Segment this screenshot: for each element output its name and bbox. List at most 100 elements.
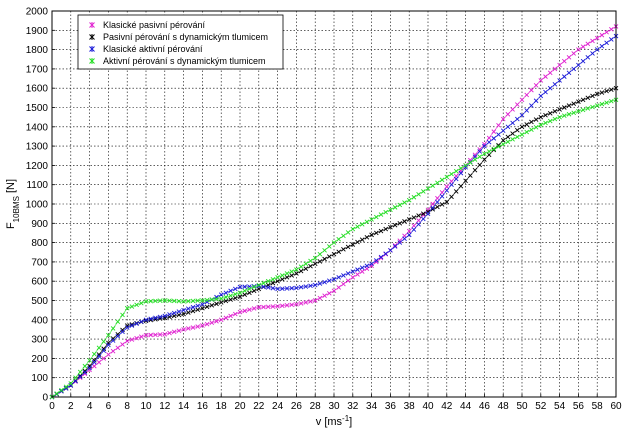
- data-point: [397, 220, 403, 226]
- data-point: [505, 134, 511, 140]
- data-point: [308, 258, 313, 264]
- data-point: [275, 303, 280, 309]
- data-point: [538, 122, 544, 128]
- data-point: [237, 284, 243, 290]
- data-point: [580, 107, 586, 113]
- x-axis-title: v [ms-1]: [316, 414, 352, 429]
- data-point: [228, 288, 233, 294]
- data-point: [77, 374, 83, 380]
- data-point: [533, 82, 539, 88]
- data-point: [458, 170, 464, 176]
- data-point: [251, 288, 257, 294]
- data-point: [237, 294, 243, 299]
- data-point: [420, 211, 426, 216]
- data-point: [181, 311, 186, 317]
- data-point: [566, 70, 572, 76]
- legend-item: Pasivní pérování s dynamickým tlumicem: [89, 32, 268, 42]
- data-point: [270, 280, 276, 286]
- data-point: [317, 251, 323, 257]
- data-point: [110, 336, 116, 341]
- data-point: [59, 388, 64, 394]
- data-point: [331, 251, 337, 257]
- data-point: [181, 307, 186, 313]
- y-tick-label: 700: [31, 257, 48, 268]
- data-point: [402, 236, 407, 242]
- data-point: [500, 141, 506, 147]
- tick-labels: 0 2 4 6 8 10 12 14 16 18 20 22 24 26 28 30 32 34 36 38 40 42 4…: [26, 7, 622, 413]
- data-point: [218, 292, 224, 298]
- data-point: [261, 304, 266, 310]
- data-point: [411, 227, 417, 232]
- data-point: [482, 143, 487, 149]
- data-point: [388, 207, 393, 213]
- x-tick-label: 50: [516, 401, 528, 412]
- x-tick-label: 28: [310, 401, 322, 412]
- data-point: [312, 298, 318, 303]
- data-point: [604, 100, 609, 105]
- x-tick-label: 54: [554, 401, 566, 412]
- data-point: [96, 354, 102, 359]
- data-point: [134, 335, 139, 341]
- data-point: [54, 391, 60, 396]
- data-point: [491, 136, 497, 141]
- data-point: [496, 142, 501, 148]
- data-point: [599, 101, 605, 107]
- data-point: [256, 282, 262, 288]
- data-point: [106, 340, 111, 346]
- x-tick-label: 60: [610, 401, 622, 412]
- data-point: [500, 116, 506, 122]
- data-point: [247, 286, 252, 292]
- data-point: [101, 346, 107, 352]
- data-point: [496, 123, 501, 128]
- data-point: [510, 120, 515, 126]
- data-point: [576, 47, 581, 52]
- data-point: [552, 116, 558, 122]
- data-point: [453, 168, 459, 174]
- data-point: [68, 381, 74, 386]
- data-point: [148, 332, 154, 338]
- x-tick-label: 12: [159, 401, 171, 412]
- data-point: [176, 309, 182, 314]
- data-point: [279, 303, 285, 309]
- data-point: [486, 152, 492, 158]
- data-point: [580, 44, 586, 50]
- data-point: [247, 307, 252, 312]
- data-point: [294, 302, 299, 307]
- data-point: [143, 299, 149, 304]
- data-point: [120, 329, 125, 335]
- data-point: [453, 176, 459, 182]
- data-point: [284, 303, 290, 308]
- data-point: [265, 278, 271, 284]
- data-point: [571, 110, 577, 116]
- data-point: [594, 91, 600, 97]
- data-point: [425, 209, 431, 215]
- data-point: [392, 222, 398, 228]
- data-point: [608, 87, 614, 92]
- data-point: [294, 285, 299, 291]
- data-point: [185, 306, 191, 312]
- data-point: [106, 352, 111, 357]
- data-point: [171, 310, 177, 316]
- data-point: [143, 317, 149, 323]
- data-point: [585, 55, 591, 60]
- data-point: [571, 51, 577, 56]
- y-tick-label: 1100: [26, 180, 48, 191]
- data-point: [134, 302, 139, 308]
- data-point: [543, 112, 548, 118]
- data-point: [599, 32, 605, 38]
- data-point: [209, 303, 215, 308]
- data-point: [110, 338, 116, 343]
- x-tick-label: 4: [87, 401, 93, 412]
- data-point: [364, 219, 370, 225]
- data-point: [228, 297, 233, 302]
- data-point: [482, 151, 487, 157]
- data-point: [590, 104, 595, 110]
- data-point: [406, 232, 412, 238]
- data-point: [298, 268, 304, 274]
- data-point: [185, 310, 191, 315]
- data-point: [157, 314, 163, 320]
- data-point: [120, 312, 125, 318]
- data-point: [599, 43, 605, 49]
- data-point: [77, 373, 83, 379]
